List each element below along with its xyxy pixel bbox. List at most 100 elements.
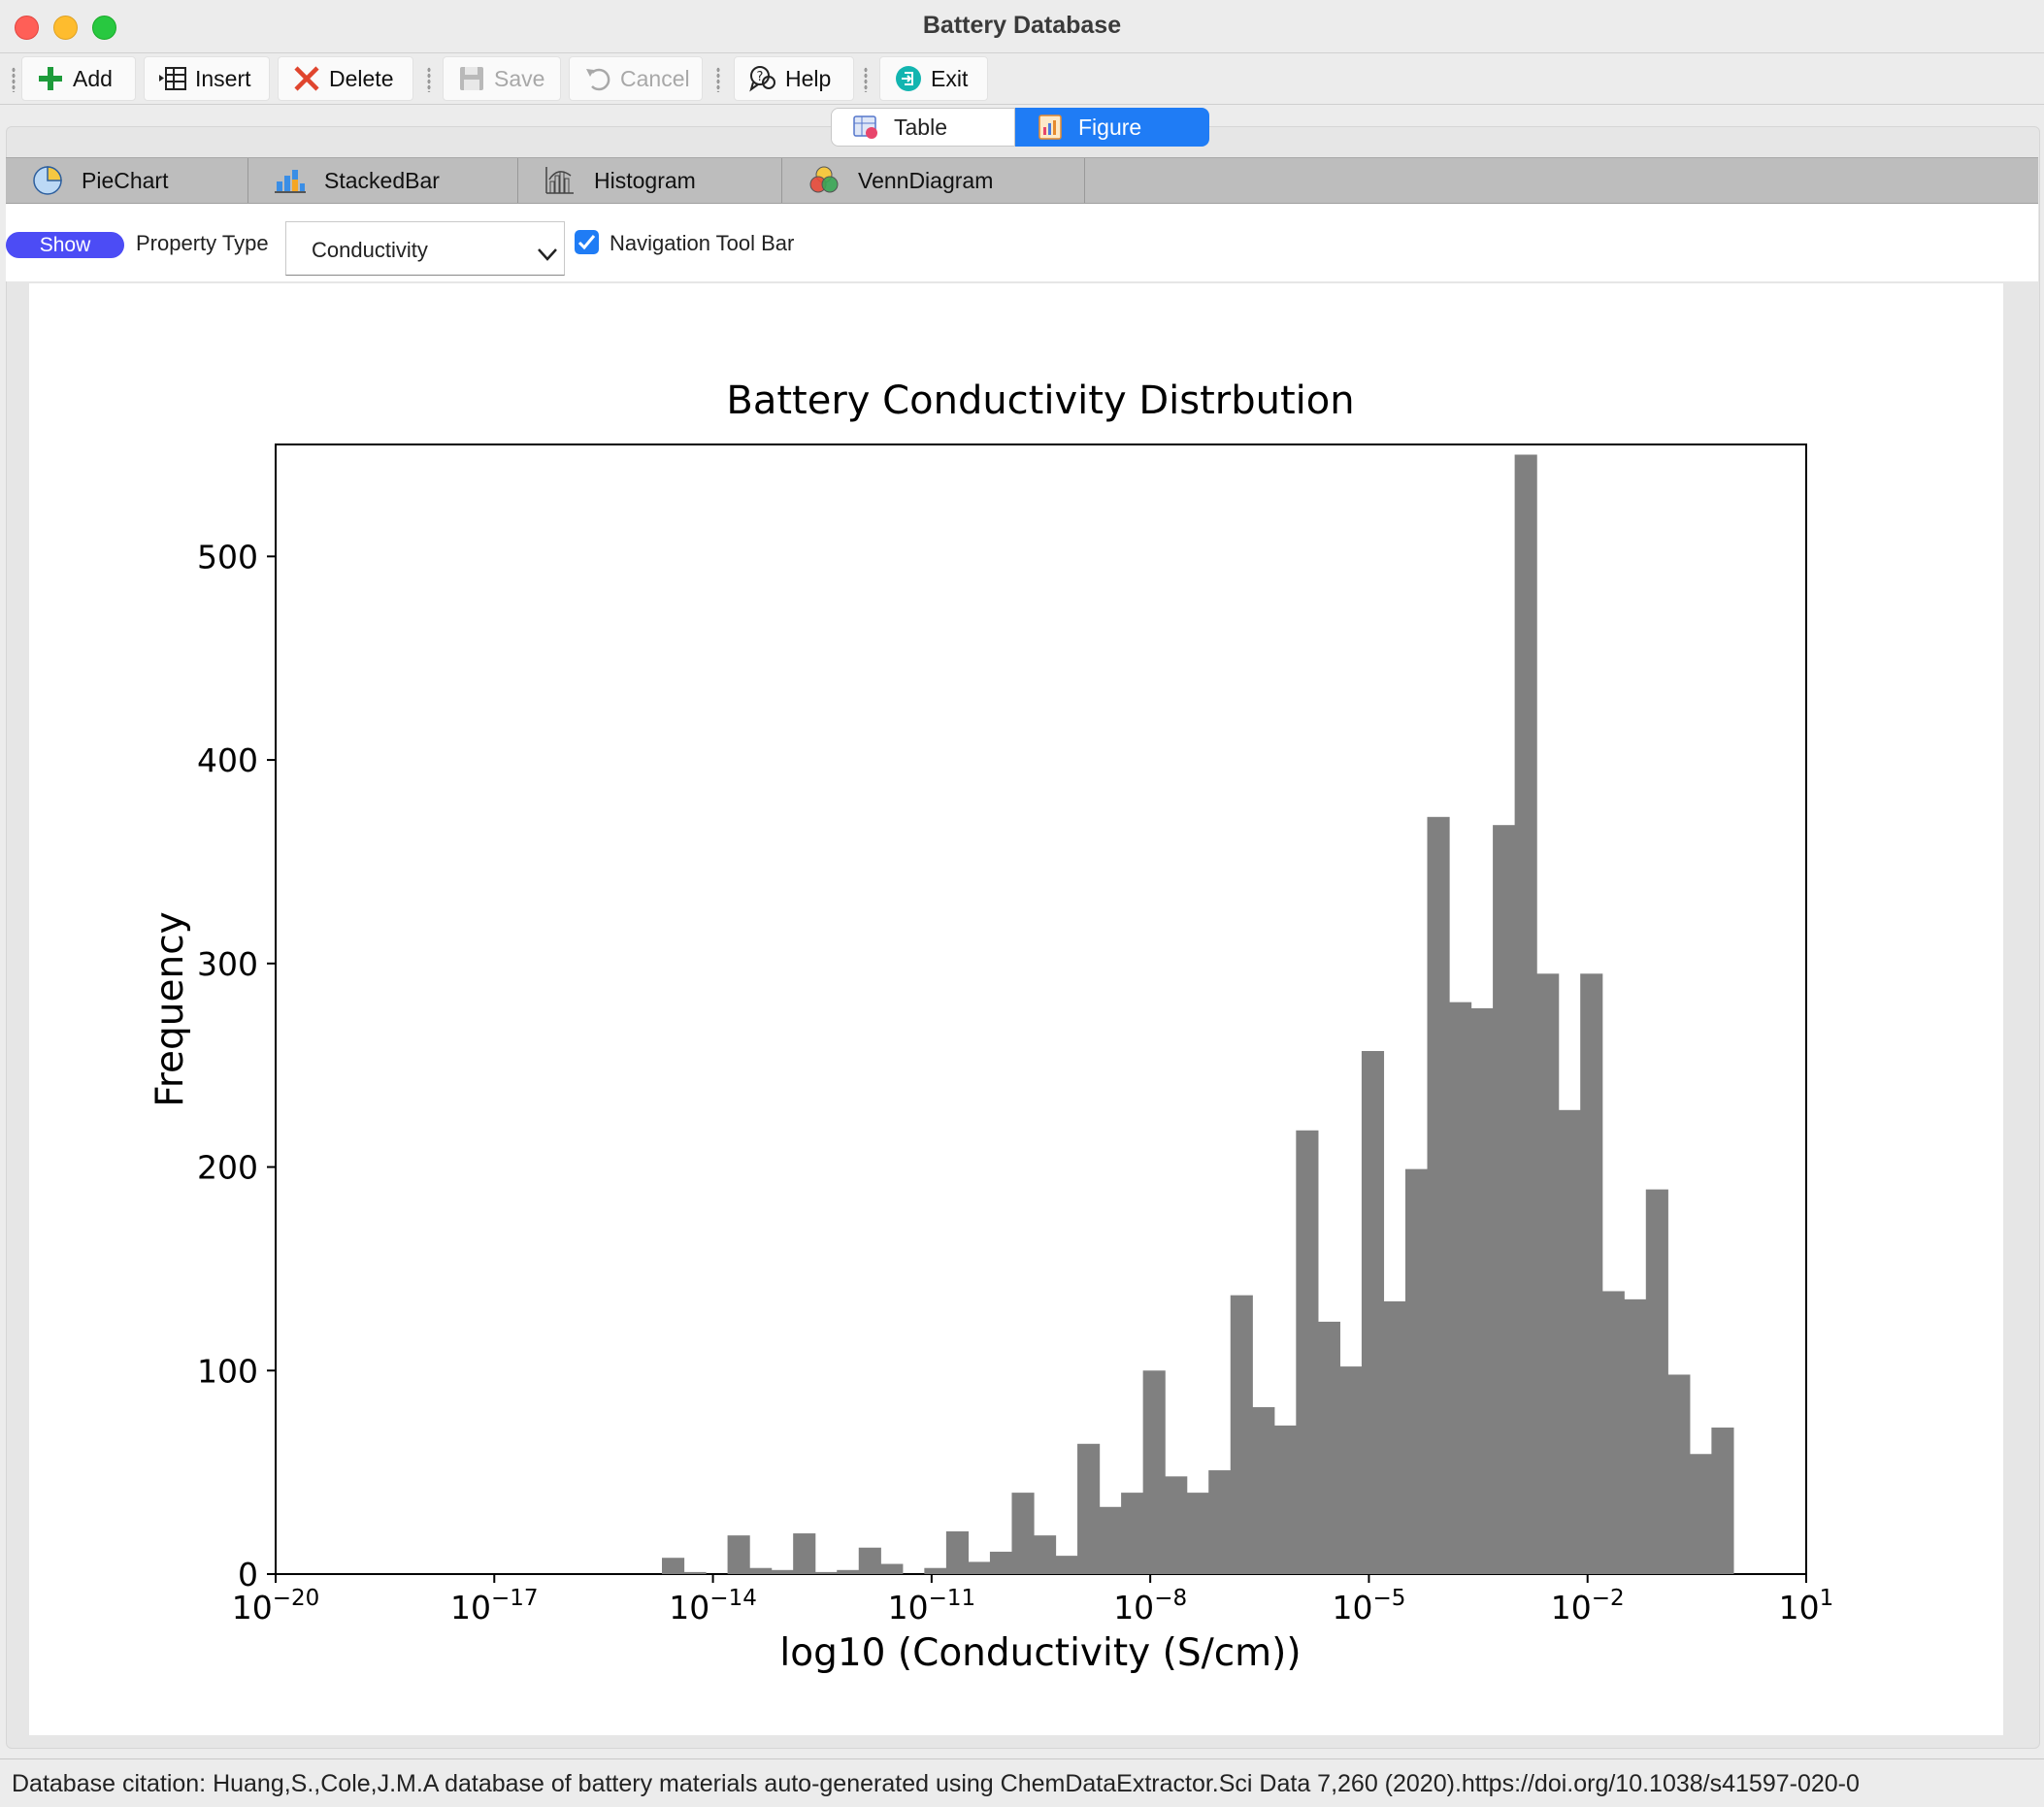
tab-histogram[interactable]: Histogram (518, 158, 782, 203)
plus-icon (39, 67, 62, 90)
exit-icon (896, 66, 921, 91)
x-tick-label: 10−8 (1113, 1586, 1187, 1626)
insert-button[interactable]: Insert (144, 56, 270, 101)
show-button[interactable]: Show (6, 232, 124, 258)
citation-status-bar: Database citation: Huang,S.,Cole,J.M.A d… (0, 1758, 2044, 1807)
close-window-button[interactable] (15, 16, 39, 40)
add-button-label: Add (73, 65, 113, 91)
histogram-bar (1339, 1366, 1363, 1574)
histogram-bar (1361, 1050, 1385, 1574)
histogram-bar (1383, 1300, 1406, 1574)
histogram-bar (793, 1533, 816, 1574)
title-bar: Battery Database (0, 0, 2044, 53)
chevron-down-icon (538, 248, 557, 261)
histogram-bar (1558, 1109, 1581, 1574)
navigation-toolbar-label: Navigation Tool Bar (610, 231, 795, 255)
histogram-bar (1099, 1506, 1122, 1574)
histogram-bar (1624, 1298, 1647, 1574)
histogram-bar (1208, 1470, 1232, 1574)
tab-stackedbar-label: StackedBar (324, 167, 440, 193)
table-view-button[interactable]: Table (831, 108, 1015, 147)
add-button[interactable]: Add (21, 56, 136, 101)
toolbar-separator (716, 67, 720, 92)
histogram-bar (749, 1567, 773, 1574)
x-tick-label: 10−11 (888, 1586, 976, 1626)
histogram-bar (662, 1558, 685, 1574)
y-tick-label: 100 (197, 1352, 258, 1390)
tab-venndiagram[interactable]: VennDiagram (782, 158, 1085, 203)
figure-icon (1038, 115, 1062, 140)
histogram-bar (1252, 1407, 1275, 1574)
histogram-bar (1667, 1374, 1691, 1574)
histogram-bar (1142, 1370, 1166, 1574)
histogram-bar (1645, 1189, 1668, 1574)
checkmark-icon (577, 235, 596, 250)
property-type-select[interactable]: Conductivity (285, 221, 565, 276)
y-tick-label: 500 (197, 538, 258, 575)
y-tick-label: 400 (197, 741, 258, 779)
tab-stackedbar[interactable]: StackedBar (248, 158, 518, 203)
exit-button[interactable]: Exit (879, 56, 988, 101)
figure-view-button[interactable]: Figure (1015, 108, 1209, 147)
histogram-bar (1536, 973, 1560, 1574)
x-tick-label: 10−20 (232, 1586, 320, 1626)
property-type-value: Conductivity (312, 238, 428, 262)
save-button[interactable]: Save (443, 56, 561, 101)
toolbar-grip[interactable] (12, 67, 16, 92)
histogram-bar (814, 1571, 838, 1574)
histogram-bar (1317, 1321, 1340, 1574)
histogram-bar (1449, 1002, 1472, 1574)
property-type-label: Property Type (136, 231, 269, 255)
x-tick-label: 10−14 (669, 1586, 757, 1626)
histogram-bar (1033, 1535, 1057, 1574)
pie-chart-icon (33, 166, 62, 195)
minimize-window-button[interactable] (53, 16, 78, 40)
histogram-bar (1514, 454, 1537, 1575)
x-tick-label: 10−5 (1332, 1586, 1405, 1626)
histogram-bar (1230, 1295, 1253, 1574)
cancel-button-label: Cancel (620, 65, 690, 91)
stacked-bar-icon (275, 170, 306, 193)
figure-canvas: 0 100 200 300 400 500 10−20 10−17 10−14 10−11 10−… (29, 283, 2003, 1735)
options-row: Show Property Type Conductivity Navigati… (6, 204, 2038, 281)
histogram-bar (1404, 1168, 1429, 1574)
histogram-bar (1296, 1130, 1319, 1574)
tab-piechart-label: PieChart (82, 167, 169, 193)
help-chat-icon: ? (749, 66, 775, 92)
x-tick-label: 10−2 (1551, 1586, 1625, 1626)
tab-piechart[interactable]: PieChart (6, 158, 248, 203)
histogram-bar (1077, 1443, 1101, 1574)
toolbar: Add Insert Delete Save Cancel ? Help Exi… (0, 53, 2044, 105)
exit-button-label: Exit (931, 65, 969, 91)
histogram-icon (545, 167, 574, 194)
chart-title: Battery Conductivity Distrbution (726, 378, 1354, 423)
histogram-bar (1580, 973, 1603, 1574)
histogram-bar (1427, 816, 1450, 1574)
help-button[interactable]: ? Help (734, 56, 854, 101)
view-switch: Table Figure (831, 108, 1209, 148)
histogram-bar (1689, 1454, 1712, 1574)
undo-icon (586, 68, 610, 91)
histogram-bar (1273, 1425, 1297, 1574)
chart-tabs: PieChart StackedBar Histogram VennDiagra… (6, 157, 2038, 204)
insert-button-label: Insert (195, 65, 251, 91)
x-axis-label: log10 (Conductivity (S/cm)) (779, 1631, 1301, 1675)
histogram-chart: 0 100 200 300 400 500 10−20 10−17 10−14 10−11 10−… (148, 378, 1833, 1675)
zoom-window-button[interactable] (92, 16, 116, 40)
venn-diagram-icon (809, 166, 839, 193)
floppy-disk-icon (460, 67, 483, 90)
delete-button-label: Delete (329, 65, 394, 91)
histogram-bar (771, 1569, 794, 1574)
y-tick-label: 0 (238, 1556, 258, 1593)
navigation-toolbar-checkbox[interactable] (575, 230, 599, 254)
x-tick-label: 10−17 (450, 1586, 539, 1626)
delete-button[interactable]: Delete (278, 56, 413, 101)
svg-text:?: ? (757, 70, 764, 84)
y-axis-label: Frequency (148, 911, 192, 1106)
histogram-bar (968, 1561, 991, 1574)
insert-row-icon (159, 67, 186, 90)
tab-venndiagram-label: VennDiagram (858, 167, 994, 193)
y-tick-label: 300 (197, 945, 258, 983)
histogram-bar (727, 1535, 750, 1574)
cancel-button[interactable]: Cancel (569, 56, 703, 101)
